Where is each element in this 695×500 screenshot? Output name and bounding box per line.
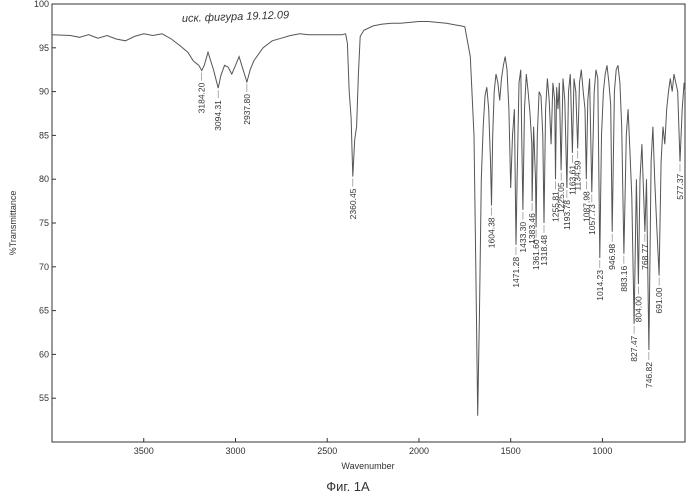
y-axis-label: %Transmittance [8, 191, 18, 256]
peak-label: 768.77 [640, 244, 650, 270]
peak-label: 2360.45 [348, 188, 358, 219]
peak-label: 1604.38 [486, 217, 496, 248]
x-axis-ticks: 3500 3000 2500 2000 1500 1000 [134, 438, 613, 456]
y-tick-label: 80 [39, 174, 49, 184]
y-tick-label: 95 [39, 43, 49, 53]
x-tick-label: 1500 [501, 446, 521, 456]
peak-label: 691.00 [654, 287, 664, 313]
y-tick-label: 90 [39, 87, 49, 97]
y-tick-label: 55 [39, 393, 49, 403]
peak-label: 1134.59 [573, 160, 583, 190]
y-tick-label: 100 [34, 0, 49, 9]
peak-label: 1014.23 [595, 270, 605, 301]
figure-caption: Фиг. 1А [326, 479, 370, 494]
y-tick-label: 60 [39, 349, 49, 359]
peak-label: 2937.80 [242, 94, 252, 125]
peak-label: 1057.73 [587, 204, 597, 235]
y-tick-label: 75 [39, 218, 49, 228]
peak-label: 1193.78 [562, 200, 572, 230]
x-axis-label: Wavenumber [341, 461, 394, 471]
peak-label: 3184.20 [197, 82, 207, 113]
peak-label: 946.98 [607, 244, 617, 270]
peak-label: 3094.31 [213, 100, 223, 131]
peak-label: 827.47 [629, 335, 639, 361]
handwritten-note: иск. фигура 19.12.09 [182, 9, 290, 25]
peak-label: 804.00 [633, 296, 643, 322]
y-tick-label: 85 [39, 130, 49, 140]
peak-label: 1318.48 [539, 235, 549, 266]
peak-label: 746.82 [644, 362, 654, 388]
x-tick-label: 2500 [317, 446, 337, 456]
x-tick-label: 2000 [409, 446, 429, 456]
peak-label: 883.16 [619, 265, 629, 291]
x-tick-label: 1000 [592, 446, 612, 456]
y-tick-label: 65 [39, 306, 49, 316]
y-tick-label: 70 [39, 262, 49, 272]
peak-label: 1383.46 [527, 213, 537, 244]
x-tick-label: 3000 [225, 446, 245, 456]
x-tick-label: 3500 [134, 446, 154, 456]
peak-label: 577.37 [675, 173, 685, 199]
y-axis-ticks: 55 60 65 70 75 80 85 90 95 100 [34, 0, 56, 403]
peak-label: 1471.28 [511, 257, 521, 288]
